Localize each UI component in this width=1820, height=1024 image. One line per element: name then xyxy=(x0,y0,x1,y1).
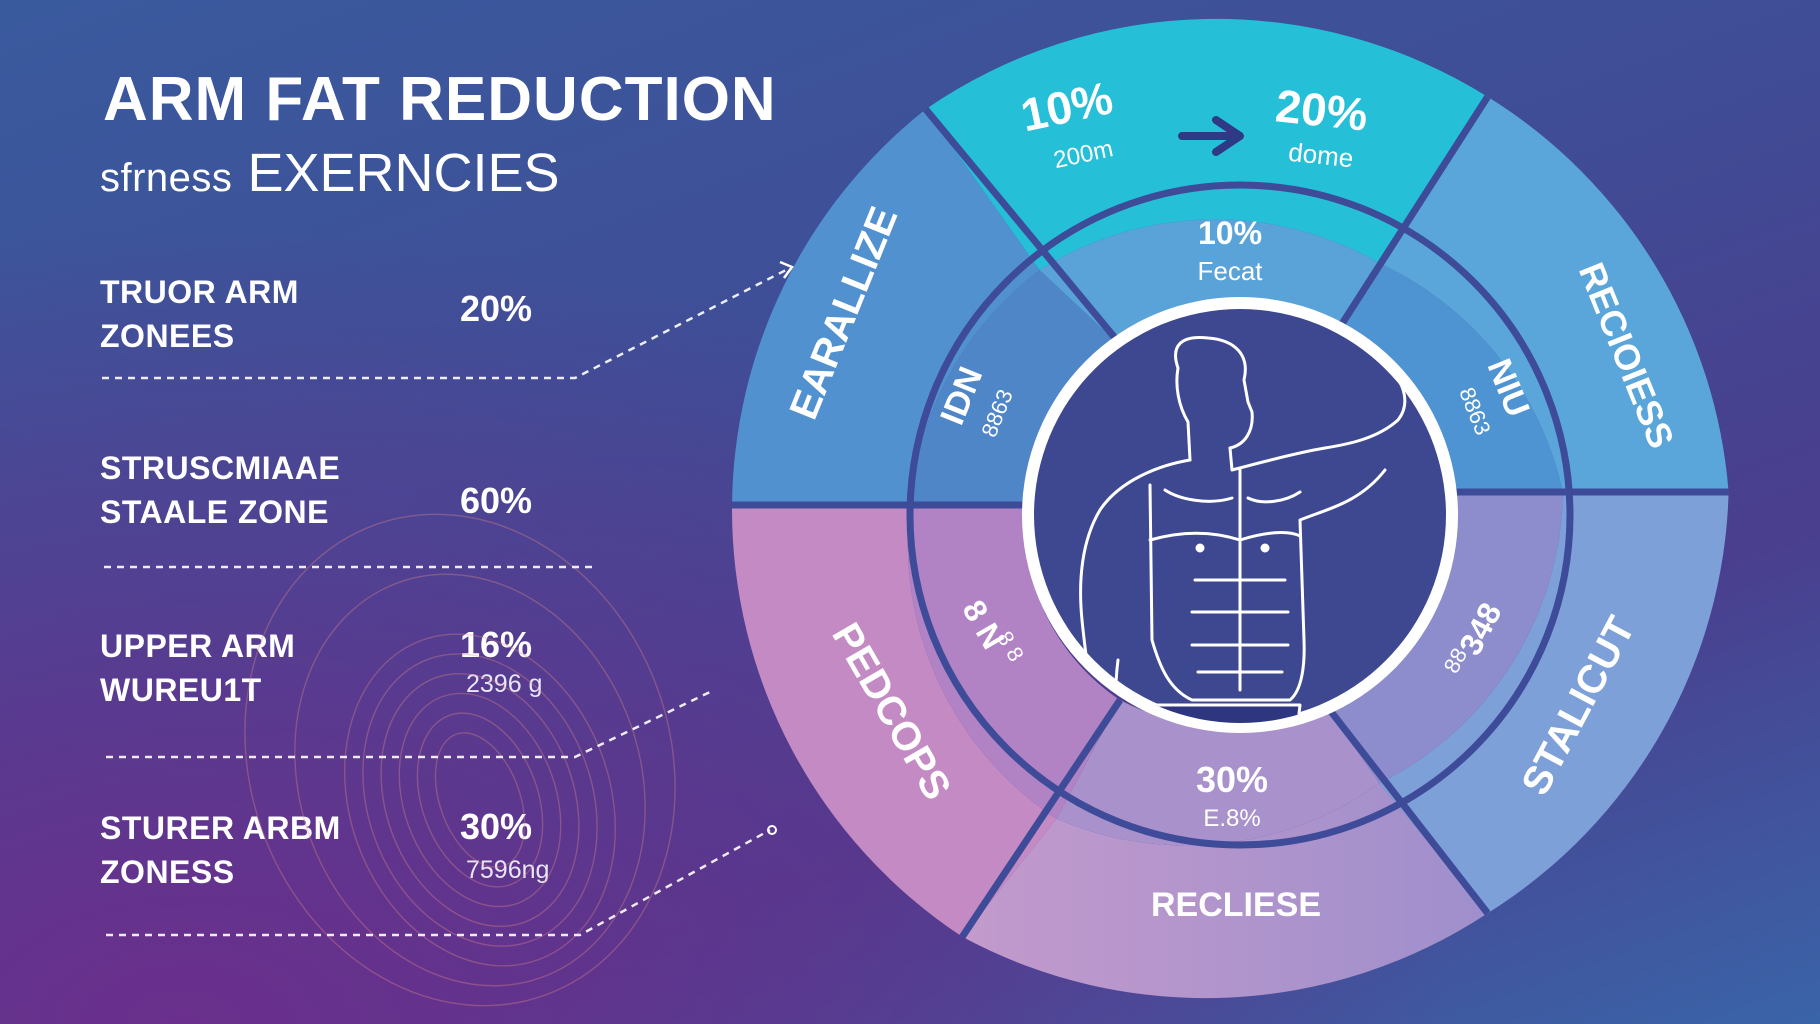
page-subtitle: sfrness EXERNCIES xyxy=(100,142,560,204)
row-1-label-line2: ZONEES xyxy=(100,318,235,354)
row-4-value: 30% xyxy=(460,806,533,847)
inner-top-sub: Fecat xyxy=(1197,256,1263,286)
row-4-label-line2: ZONESS xyxy=(100,854,235,890)
segment-bottom xyxy=(962,783,1488,999)
connector-1-arrowhead xyxy=(779,260,794,279)
top-right-value: 20% xyxy=(1273,79,1370,140)
row-3-value: 16% xyxy=(460,624,533,665)
row-3-label-line1: UPPER ARM xyxy=(100,628,296,664)
segment-upper-right xyxy=(1379,96,1729,493)
row-3-sub: 2396 g xyxy=(466,670,543,698)
row-1-value: 20% xyxy=(460,288,533,329)
inner-ring xyxy=(907,219,1563,846)
row-1-label: TRUOR ARM ZONEES xyxy=(100,270,299,358)
row-3-label: UPPER ARM WUREU1T xyxy=(100,624,295,712)
top-right-sub: dome xyxy=(1287,137,1355,174)
inner-top-value: 10% xyxy=(1198,215,1262,251)
outer-ring xyxy=(731,18,1729,999)
connector-4 xyxy=(106,828,771,937)
inner-segment-lower-right xyxy=(1322,492,1563,784)
row-3-label-line2: WUREU1T xyxy=(100,672,262,708)
row-4-label: STURER ARBM ZONESS xyxy=(100,806,341,894)
inner-segment-bottom xyxy=(1056,700,1380,846)
row-2-value: 60% xyxy=(460,480,533,521)
segment-upper-left xyxy=(732,109,1040,505)
connector-3 xyxy=(106,690,711,759)
page-title: ARM FAT REDUCTION xyxy=(103,65,777,134)
row-4-sub: 7596ng xyxy=(466,856,550,884)
row-4-label-line1: STURER ARBM xyxy=(100,810,341,846)
row-2-label: STRUSCMIAAE STAALE ZONE xyxy=(100,446,340,534)
arrow-right-icon xyxy=(1178,116,1244,156)
connector-lines xyxy=(102,266,791,937)
row-2-label-line2: STAALE ZONE xyxy=(100,494,329,530)
inner-bottom-value: 30% xyxy=(1196,759,1268,800)
outer-bottom-label: RECLIESE xyxy=(1151,886,1321,924)
segment-top xyxy=(925,18,1488,270)
connector-1 xyxy=(102,266,791,380)
inner-bottom-sub: E.8% xyxy=(1203,805,1260,832)
segment-lower-right xyxy=(1379,492,1729,914)
row-2-label-line1: STRUSCMIAAE xyxy=(100,450,341,486)
segment-lower-left xyxy=(731,505,1057,937)
subtitle-main: EXERNCIES xyxy=(247,143,560,203)
inner-segment-upper-left xyxy=(910,270,1125,505)
center-disc xyxy=(1022,297,1458,733)
subtitle-prefix: sfrness xyxy=(100,156,233,200)
row-1-label-line1: TRUOR ARM xyxy=(100,274,299,310)
inner-segment-lower-left xyxy=(907,505,1120,819)
ring-separators xyxy=(732,94,1729,939)
connector-4-endpoint xyxy=(767,825,777,835)
decorative-swirl xyxy=(244,513,676,1007)
inner-segment-upper-right xyxy=(1322,263,1563,492)
